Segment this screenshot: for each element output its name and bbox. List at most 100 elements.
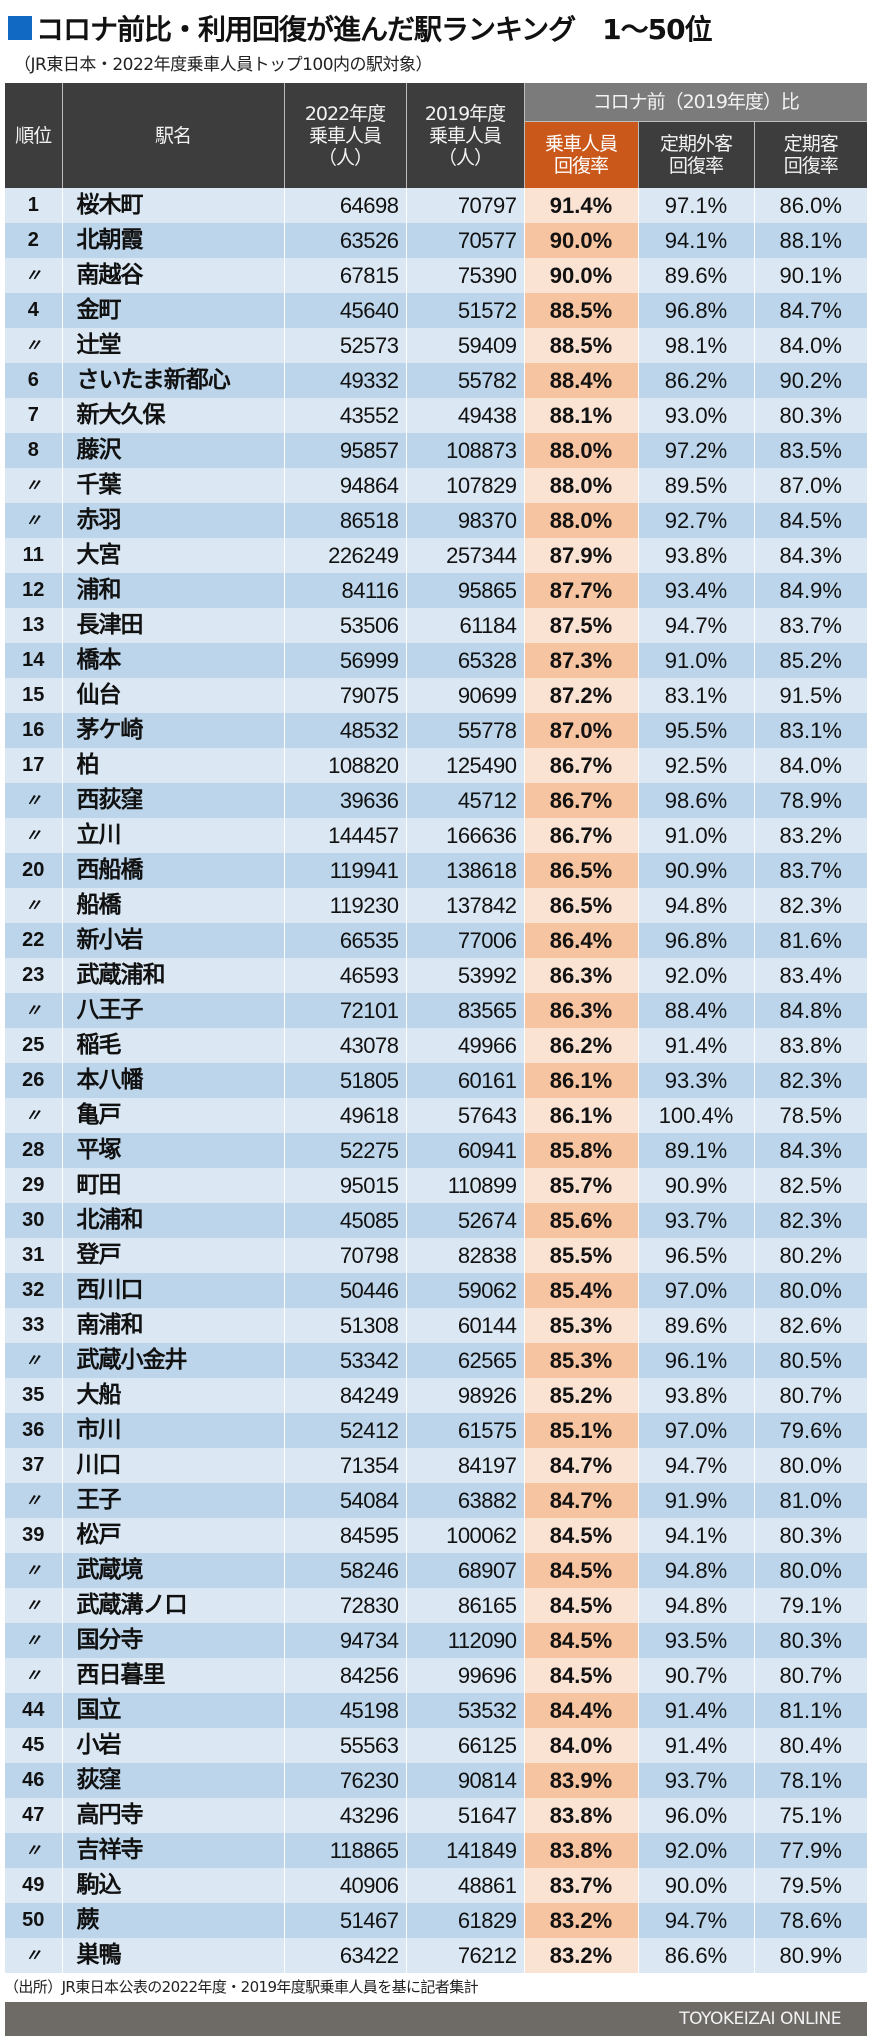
rate-commuter-cell: 88.1% xyxy=(754,223,867,258)
rate-commuter-cell: 80.3% xyxy=(754,398,867,433)
footer-bar: TOYOKEIZAI ONLINE xyxy=(5,2002,867,2036)
station-name-cell: 立川 xyxy=(62,818,285,853)
table-row: 6 さいたま新都心 49332 55782 88.4% 86.2% 90.2% xyxy=(5,363,867,398)
rank-cell: 6 xyxy=(5,363,63,398)
rate-total-cell: 85.3% xyxy=(524,1343,639,1378)
rate-noncommuter-cell: 91.4% xyxy=(638,1693,755,1728)
table-row: 7 新大久保 43552 49438 88.1% 93.0% 80.3% xyxy=(5,398,867,433)
table-row: 20 西船橋 119941 138618 86.5% 90.9% 83.7% xyxy=(5,853,867,888)
rate-noncommuter-cell: 97.0% xyxy=(638,1273,755,1308)
riders-2019-cell: 257344 xyxy=(406,538,525,573)
rate-commuter-cell: 77.9% xyxy=(754,1833,867,1868)
page-title: コロナ前比・利用回復が進んだ駅ランキング 1～50位 xyxy=(8,8,713,48)
riders-2019-cell: 51647 xyxy=(406,1798,525,1833)
table-row: 〃巣鴨 63422 76212 83.2% 86.6% 80.9% xyxy=(5,1938,867,1973)
rate-noncommuter-cell: 94.7% xyxy=(638,608,755,643)
station-name-cell: 藤沢 xyxy=(62,433,285,468)
station-name-cell: 国分寺 xyxy=(62,1623,285,1658)
riders-2019-cell: 60144 xyxy=(406,1308,525,1343)
station-name-cell: 船橋 xyxy=(62,888,285,923)
rate-noncommuter-cell: 96.8% xyxy=(638,293,755,328)
table-row: 25 稲毛 43078 49966 86.2% 91.4% 83.8% xyxy=(5,1028,867,1063)
riders-2022-cell: 55563 xyxy=(284,1728,407,1763)
rate-noncommuter-cell: 83.1% xyxy=(638,678,755,713)
table-row: 44 国立 45198 53532 84.4% 91.4% 81.1% xyxy=(5,1693,867,1728)
station-name-cell: 町田 xyxy=(62,1168,285,1203)
rate-commuter-cell: 80.0% xyxy=(754,1448,867,1483)
title-square-icon xyxy=(8,16,32,40)
rate-noncommuter-cell: 95.5% xyxy=(638,713,755,748)
rate-noncommuter-cell: 96.1% xyxy=(638,1343,755,1378)
rate-total-cell: 87.2% xyxy=(524,678,639,713)
rank-cell: 25 xyxy=(5,1028,63,1063)
rate-total-cell: 83.8% xyxy=(524,1798,639,1833)
rank-cell: 35 xyxy=(5,1378,63,1413)
rate-total-cell: 86.3% xyxy=(524,993,639,1028)
rate-commuter-cell: 80.2% xyxy=(754,1238,867,1273)
rate-noncommuter-cell: 96.5% xyxy=(638,1238,755,1273)
rank-cell: 22 xyxy=(5,923,63,958)
rank-cell: 1 xyxy=(5,188,63,223)
rate-noncommuter-cell: 97.2% xyxy=(638,433,755,468)
rate-commuter-cell: 85.2% xyxy=(754,643,867,678)
riders-2019-cell: 61184 xyxy=(406,608,525,643)
rate-total-cell: 84.7% xyxy=(524,1483,639,1518)
rate-noncommuter-cell: 89.6% xyxy=(638,1308,755,1343)
header-riders-2019: 2019年度 乗車人員 （人） xyxy=(406,83,525,188)
rate-total-cell: 90.0% xyxy=(524,258,639,293)
table-row: 〃南越谷 67815 75390 90.0% 89.6% 90.1% xyxy=(5,258,867,293)
rate-total-cell: 86.3% xyxy=(524,958,639,993)
rate-commuter-cell: 78.1% xyxy=(754,1763,867,1798)
rank-cell: 47 xyxy=(5,1798,63,1833)
riders-2022-cell: 45198 xyxy=(284,1693,407,1728)
table-row: 31 登戸 70798 82838 85.5% 96.5% 80.2% xyxy=(5,1238,867,1273)
rate-commuter-cell: 83.2% xyxy=(754,818,867,853)
rate-noncommuter-cell: 93.4% xyxy=(638,573,755,608)
rate-total-cell: 87.5% xyxy=(524,608,639,643)
riders-2019-cell: 68907 xyxy=(406,1553,525,1588)
rate-total-cell: 85.8% xyxy=(524,1133,639,1168)
header-line: （人） xyxy=(317,146,373,169)
station-name-cell: 仙台 xyxy=(62,678,285,713)
station-name-cell: 西荻窪 xyxy=(62,783,285,818)
rate-noncommuter-cell: 97.0% xyxy=(638,1413,755,1448)
header-riders-2022: 2022年度 乗車人員 （人） xyxy=(284,83,407,188)
riders-2022-cell: 56999 xyxy=(284,643,407,678)
riders-2019-cell: 76212 xyxy=(406,1938,525,1973)
riders-2019-cell: 60941 xyxy=(406,1133,525,1168)
riders-2019-cell: 61575 xyxy=(406,1413,525,1448)
rate-commuter-cell: 84.0% xyxy=(754,328,867,363)
header-line: 回復率 xyxy=(668,154,724,177)
rate-total-cell: 84.5% xyxy=(524,1518,639,1553)
station-name-cell: 辻堂 xyxy=(62,328,285,363)
riders-2022-cell: 53506 xyxy=(284,608,407,643)
rank-cell: 〃 xyxy=(5,503,63,538)
header-rate-total: 乗車人員 回復率 xyxy=(524,121,639,188)
table-row: 〃辻堂 52573 59409 88.5% 98.1% 84.0% xyxy=(5,328,867,363)
station-name-cell: 茅ケ崎 xyxy=(62,713,285,748)
riders-2019-cell: 86165 xyxy=(406,1588,525,1623)
table-row: 28 平塚 52275 60941 85.8% 89.1% 84.3% xyxy=(5,1133,867,1168)
rate-noncommuter-cell: 91.4% xyxy=(638,1728,755,1763)
rate-noncommuter-cell: 92.7% xyxy=(638,503,755,538)
riders-2022-cell: 51467 xyxy=(284,1903,407,1938)
table-row: 23 武蔵浦和 46593 53992 86.3% 92.0% 83.4% xyxy=(5,958,867,993)
rate-noncommuter-cell: 94.1% xyxy=(638,1518,755,1553)
station-name-cell: 西日暮里 xyxy=(62,1658,285,1693)
rank-cell: 37 xyxy=(5,1448,63,1483)
rate-total-cell: 86.4% xyxy=(524,923,639,958)
riders-2019-cell: 90814 xyxy=(406,1763,525,1798)
rate-commuter-cell: 82.3% xyxy=(754,1063,867,1098)
rate-total-cell: 91.4% xyxy=(524,188,639,223)
rate-commuter-cell: 78.9% xyxy=(754,783,867,818)
rate-total-cell: 83.2% xyxy=(524,1903,639,1938)
table-row: 16 茅ケ崎 48532 55778 87.0% 95.5% 83.1% xyxy=(5,713,867,748)
rate-commuter-cell: 80.4% xyxy=(754,1728,867,1763)
rank-cell: 〃 xyxy=(5,1553,63,1588)
rate-total-cell: 83.2% xyxy=(524,1938,639,1973)
riders-2022-cell: 84249 xyxy=(284,1378,407,1413)
riders-2022-cell: 119941 xyxy=(284,853,407,888)
rank-cell: 44 xyxy=(5,1693,63,1728)
rate-total-cell: 84.0% xyxy=(524,1728,639,1763)
rate-total-cell: 90.0% xyxy=(524,223,639,258)
